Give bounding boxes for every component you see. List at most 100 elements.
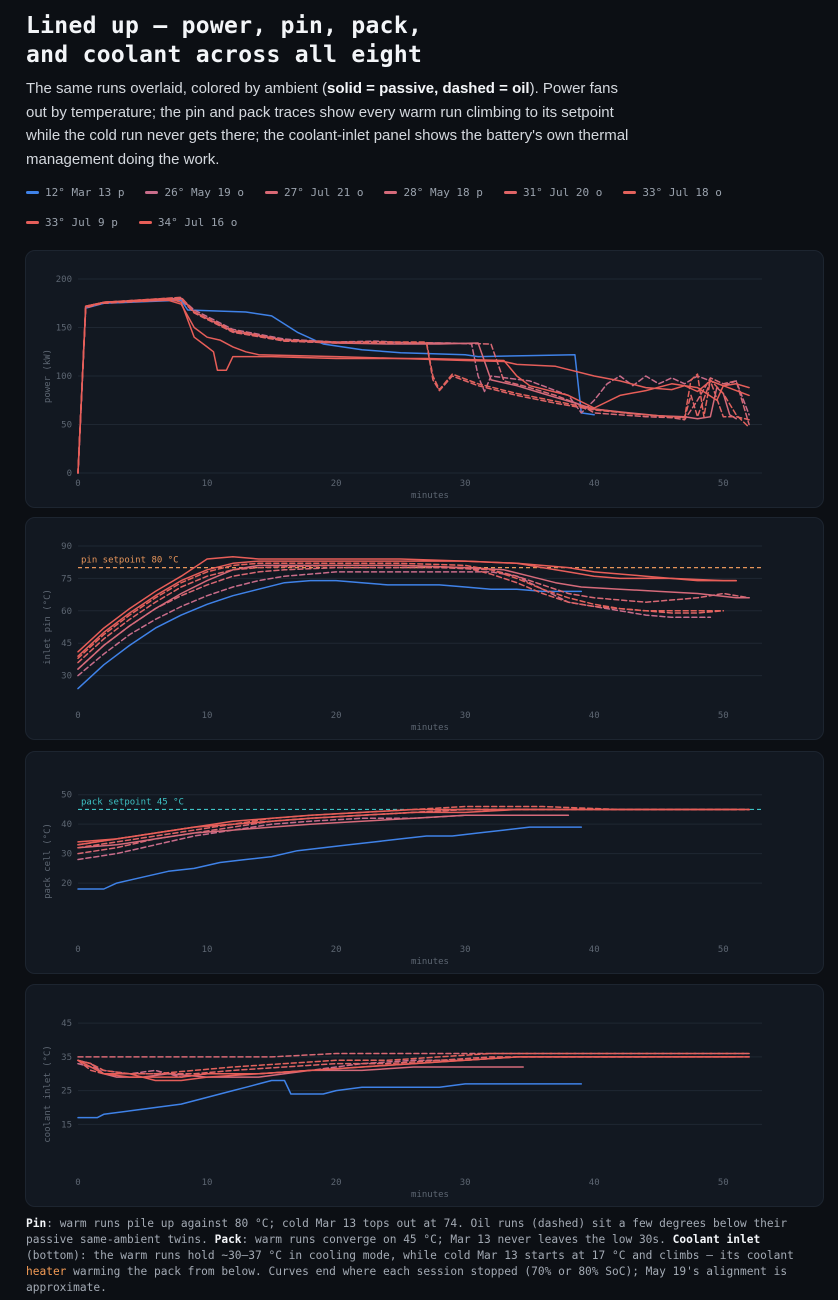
caption-pin-label: Pin (26, 1217, 47, 1230)
legend-swatch (145, 191, 159, 194)
x-axis-label: minutes (411, 957, 449, 967)
power-chart-panel: 0 50 100 150 200 0 10 20 30 40 50 minutes power (kW) (25, 250, 824, 508)
series-line (77, 556, 737, 653)
legend-item: 12° Mar 13 p (26, 183, 124, 202)
legend-swatch (26, 191, 39, 194)
x-tick-label: 50 (718, 711, 729, 721)
series-line (77, 297, 750, 474)
legend-swatch (503, 191, 517, 194)
pin-chart: 30 45 60 75 90 0 10 20 30 40 50 minutes inlet pin (°… (43, 542, 762, 733)
legend-item: 33° Jul 18 o (623, 183, 722, 202)
y-tick-label: 30 (61, 672, 72, 682)
y-tick-label: 50 (61, 421, 72, 431)
legend-label: 28° May 18 p (403, 186, 483, 199)
y-tick-label: 150 (56, 324, 72, 334)
pin-chart-panel: 30 45 60 75 90 0 10 20 30 40 50 minutes inlet pin (°… (25, 517, 824, 740)
pack-chart-panel: 20 30 40 50 0 10 20 30 40 50 minutes pack cell (°C)… (25, 751, 824, 974)
power-chart: 0 50 100 150 200 0 10 20 30 40 50 minutes power (kW) (43, 275, 762, 501)
x-tick-label: 10 (202, 479, 213, 489)
series-line (77, 808, 750, 855)
y-tick-label: 25 (61, 1087, 72, 1097)
legend-swatch (264, 191, 278, 194)
caption: Pin: warm runs pile up against 80 °C; co… (26, 1216, 816, 1296)
y-tick-label: 60 (61, 607, 72, 617)
x-tick-label: 20 (331, 1178, 342, 1188)
series-line (77, 560, 737, 657)
intro-paragraph: The same runs overlaid, colored by ambie… (26, 77, 636, 171)
legend-item: 28° May 18 p (384, 183, 483, 202)
y-tick-label: 45 (61, 639, 72, 649)
setpoint-label: pin setpoint 80 °C (81, 556, 179, 566)
y-tick-label: 35 (61, 1053, 72, 1063)
legend-item: 33° Jul 9 p (26, 213, 118, 232)
series-line (77, 564, 750, 670)
x-tick-label: 30 (460, 945, 471, 955)
intro-text-b: ). Power fans out by temperature; the pi… (26, 80, 629, 168)
coolant-chart: 15 25 35 45 0 10 20 30 40 50 minutes coolant inlet … (43, 1019, 762, 1200)
x-tick-label: 0 (75, 711, 80, 721)
legend-label: 12° Mar 13 p (45, 186, 125, 199)
x-tick-label: 20 (331, 945, 342, 955)
legend-swatch (138, 221, 152, 224)
legend-label: 27° Jul 21 o (283, 186, 364, 199)
x-tick-label: 10 (202, 945, 213, 955)
page-title: Lined up — power, pin, pack, and coolant… (26, 12, 786, 70)
y-tick-label: 45 (61, 1019, 72, 1029)
x-tick-label: 30 (460, 1178, 471, 1188)
y-axis-label: coolant inlet (°C) (43, 1045, 53, 1143)
legend-item: 27° Jul 21 o (264, 183, 364, 202)
series-line (77, 1079, 583, 1119)
y-tick-label: 75 (61, 574, 72, 584)
series-line (77, 562, 725, 660)
x-tick-label: 50 (718, 1178, 729, 1188)
x-tick-label: 40 (589, 479, 600, 489)
legend-swatch (623, 191, 637, 194)
series-line (77, 808, 750, 843)
series-line (77, 299, 595, 474)
legend-label: 33° Jul 9 p (45, 216, 118, 229)
series-line (77, 826, 583, 890)
legend-swatch (26, 221, 39, 224)
title-line-2: and coolant across all eight (26, 42, 423, 68)
series-line (77, 808, 750, 849)
legend-item: 34° Jul 16 o (138, 213, 238, 232)
caption-coolant-label: Coolant inlet (672, 1233, 761, 1246)
x-tick-label: 0 (75, 1178, 80, 1188)
y-tick-label: 20 (61, 879, 72, 889)
legend-label: 34° Jul 16 o (157, 216, 238, 229)
x-tick-label: 0 (75, 479, 80, 489)
x-tick-label: 10 (202, 1178, 213, 1188)
y-tick-label: 50 (61, 791, 72, 801)
caption-heater-word: heater (26, 1265, 67, 1278)
legend-label: 26° May 19 o (164, 186, 244, 199)
x-tick-label: 40 (589, 1178, 600, 1188)
series-line (77, 571, 712, 677)
y-tick-label: 15 (61, 1120, 72, 1130)
series-line (77, 1056, 750, 1075)
x-tick-label: 50 (718, 479, 729, 489)
x-tick-label: 20 (331, 711, 342, 721)
caption-pack-label: Pack (214, 1233, 242, 1246)
legend-label: 31° Jul 20 o (522, 186, 603, 199)
series-line (77, 579, 583, 690)
y-tick-label: 90 (61, 542, 72, 552)
series-line (77, 298, 750, 474)
y-tick-label: 0 (67, 469, 72, 479)
y-axis-label: power (kW) (43, 349, 53, 403)
intro-bold: solid = passive, dashed = oil (326, 80, 530, 97)
x-axis-label: minutes (411, 723, 449, 733)
x-tick-label: 40 (589, 945, 600, 955)
x-tick-label: 50 (718, 945, 729, 955)
y-tick-label: 40 (61, 820, 72, 830)
series-line (77, 296, 750, 474)
legend-label: 33° Jul 18 o (642, 186, 722, 199)
y-axis-label: inlet pin (°C) (43, 589, 53, 665)
series-line (77, 814, 570, 849)
series-line (77, 814, 570, 861)
series-line (77, 296, 750, 474)
series-line (77, 1052, 750, 1075)
title-line-1: Lined up — power, pin, pack, (26, 13, 423, 39)
x-tick-label: 20 (331, 479, 342, 489)
caption-pin-text: : warm runs pile up against 80 °C; cold … (26, 1217, 788, 1246)
x-tick-label: 40 (589, 711, 600, 721)
